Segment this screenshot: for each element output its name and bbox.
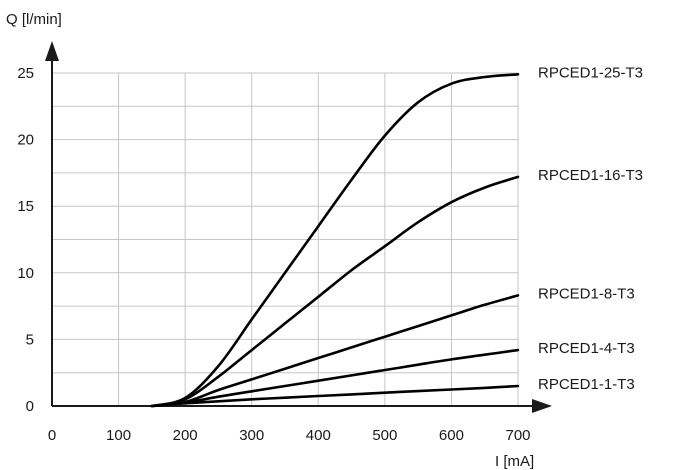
- series-label: RPCED1-8-T3: [538, 285, 635, 302]
- y-tick-label: 5: [26, 331, 34, 348]
- y-axis-title: Q [l/min]: [6, 11, 62, 28]
- x-tick-label: 500: [372, 427, 397, 444]
- y-tick-labels: 0 5 10 15 20 25: [17, 65, 34, 415]
- series-line: [150, 294, 520, 408]
- x-tick-label: 0: [48, 427, 56, 444]
- y-tick-label: 0: [26, 398, 34, 415]
- x-tick-label: 700: [505, 427, 530, 444]
- y-tick-label: 25: [17, 65, 34, 82]
- x-axis-title: I [mA]: [495, 453, 534, 470]
- x-tick-label: 600: [439, 427, 464, 444]
- x-tick-label: 200: [173, 427, 198, 444]
- y-tick-label: 20: [17, 132, 34, 149]
- y-tick-label: 15: [17, 198, 34, 215]
- series-label: RPCED1-4-T3: [538, 340, 635, 357]
- series-line: [150, 348, 520, 408]
- axes: [45, 41, 552, 413]
- series-label: RPCED1-1-T3: [538, 376, 635, 393]
- x-axis-arrow: [532, 399, 552, 413]
- series-lines: [150, 73, 520, 408]
- x-tick-label: 400: [306, 427, 331, 444]
- series-line: [150, 384, 520, 408]
- x-tick-labels: 0 100 200 300 400 500 600 700: [48, 427, 531, 444]
- series-label: RPCED1-25-T3: [538, 64, 643, 81]
- y-axis-arrow: [45, 41, 59, 61]
- grid: [52, 72, 519, 406]
- x-tick-label: 100: [106, 427, 131, 444]
- series-label: RPCED1-16-T3: [538, 167, 643, 184]
- x-tick-label: 300: [239, 427, 264, 444]
- series-line: [150, 73, 520, 408]
- y-tick-label: 10: [17, 265, 34, 282]
- series-line: [150, 175, 520, 408]
- series-labels: RPCED1-25-T3 RPCED1-16-T3 RPCED1-8-T3 RPCED…: [538, 64, 643, 393]
